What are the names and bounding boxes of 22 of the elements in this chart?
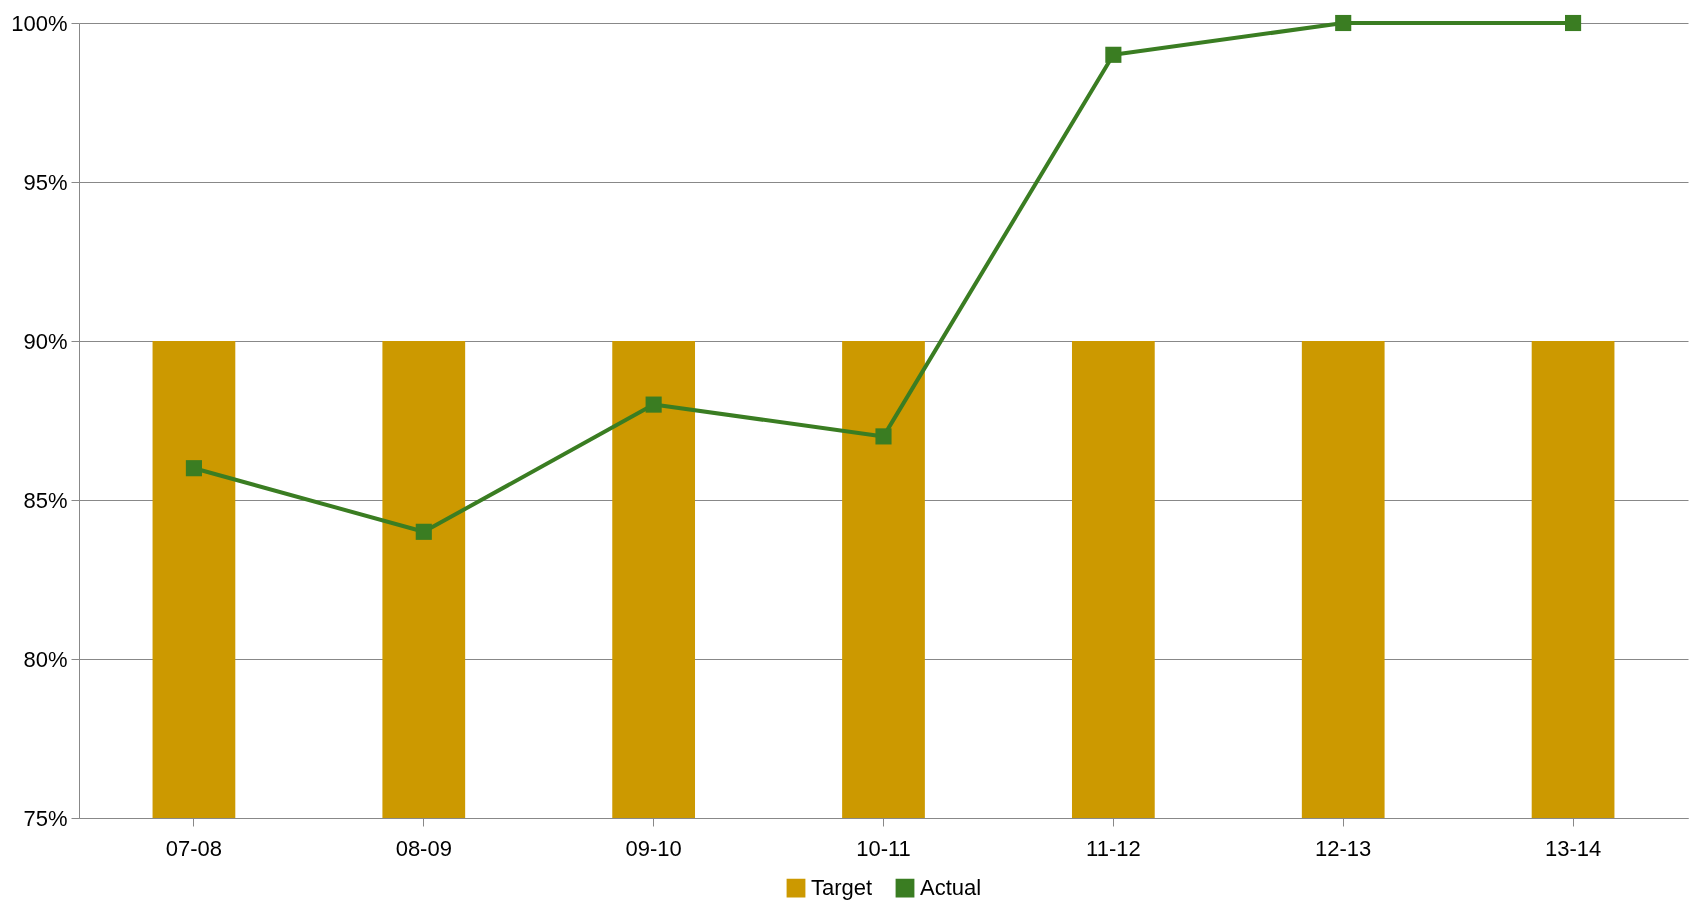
x-tick-label: 12-13 bbox=[1315, 835, 1372, 861]
point bbox=[415, 523, 432, 540]
legend-label: Target bbox=[811, 875, 873, 901]
y-tick-label: 90% bbox=[23, 328, 68, 354]
y-tick-label: 85% bbox=[23, 487, 68, 513]
y-tick-label: 75% bbox=[23, 805, 68, 831]
point bbox=[645, 396, 662, 413]
x-tick-label: 07-08 bbox=[165, 835, 223, 861]
x-tick-label: 08-09 bbox=[395, 835, 452, 861]
point bbox=[185, 460, 202, 477]
y-tick-label: 80% bbox=[23, 646, 68, 672]
point bbox=[1565, 14, 1582, 32]
point bbox=[875, 428, 892, 445]
x-tick-label: 11-12 bbox=[1086, 835, 1141, 861]
x-tick-label: 13-14 bbox=[1544, 835, 1602, 861]
y-tick-label: 100% bbox=[11, 10, 68, 36]
x-tick-label: 10-11 bbox=[856, 835, 911, 861]
x-tick-label: 09-10 bbox=[625, 835, 682, 861]
legend-label: Actual bbox=[920, 875, 982, 901]
y-tick-label: 95% bbox=[23, 169, 68, 195]
point bbox=[1335, 14, 1352, 32]
point bbox=[1105, 46, 1122, 63]
